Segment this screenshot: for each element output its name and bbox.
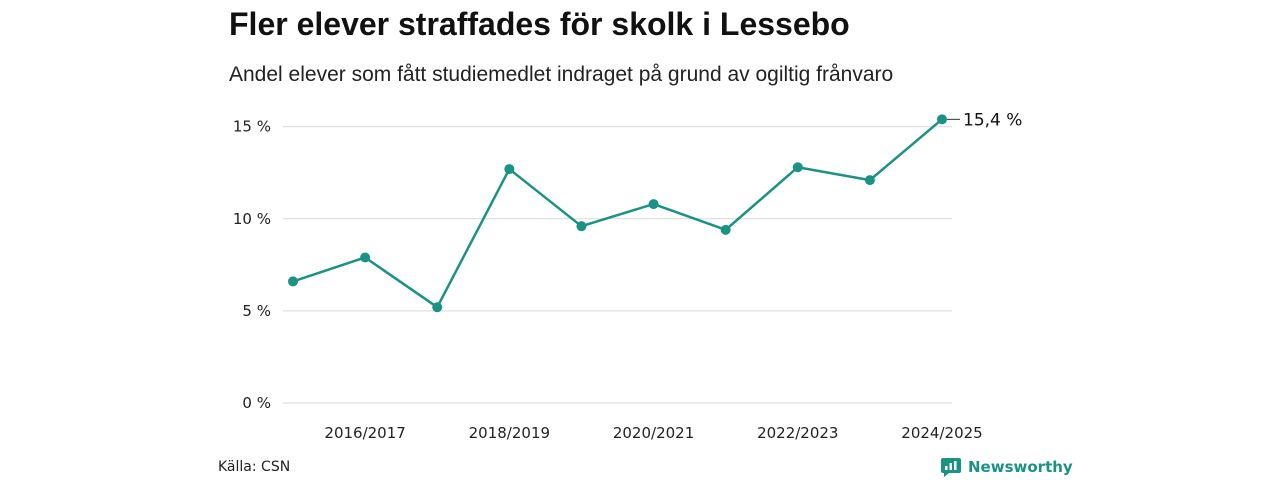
end-label-layer: 15,4 %: [947, 110, 1022, 130]
x-tick-label: 2022/2023: [757, 424, 838, 442]
newsworthy-logo-icon: [941, 458, 961, 477]
grid-lines: [283, 126, 952, 404]
data-point: [864, 175, 875, 186]
brand-name: Newsworthy: [968, 458, 1073, 476]
x-tick-label: 2024/2025: [901, 424, 982, 442]
x-tick-label: 2020/2021: [613, 424, 694, 442]
brand-logo: Newsworthy: [940, 456, 1073, 478]
data-point: [576, 221, 587, 232]
series-line: [292, 118, 943, 309]
series-layer: [288, 114, 947, 313]
data-point: [360, 252, 371, 263]
data-point: [720, 224, 731, 235]
chart-subtitle: Andel elever som fått studiemedlet indra…: [229, 63, 894, 86]
x-axis-ticks: 2016/2017 2018/2019 2020/2021 2022/2023 2024…: [324, 424, 982, 442]
data-point: [432, 302, 443, 313]
data-point: [937, 114, 947, 125]
chart-title: Fler elever straffades för skolk i Lesse…: [229, 6, 850, 42]
data-point: [648, 199, 659, 210]
y-tick-label: 5 %: [242, 302, 271, 320]
x-tick-label: 2018/2019: [469, 424, 550, 442]
source-label: Källa: CSN: [218, 459, 291, 475]
y-axis-ticks: 0 % 5 % 10 % 15 %: [233, 118, 271, 412]
y-tick-label: 0 %: [242, 394, 271, 412]
x-tick-label: 2016/2017: [324, 424, 405, 442]
end-value-label: 15,4 %: [963, 110, 1022, 130]
data-point: [504, 164, 515, 175]
data-point: [288, 276, 298, 287]
data-point: [792, 162, 803, 173]
y-tick-label: 10 %: [233, 210, 271, 228]
y-tick-label: 15 %: [233, 118, 271, 136]
